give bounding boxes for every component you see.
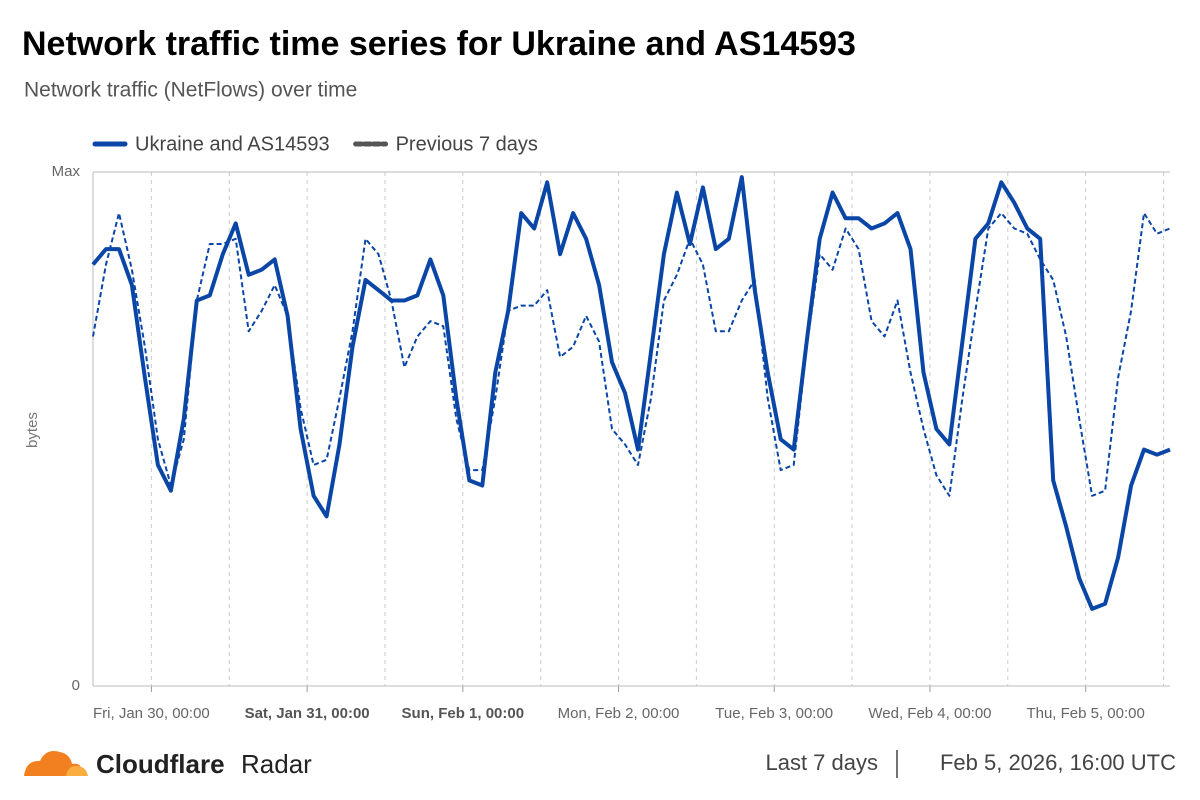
range: Last 7 days — [765, 750, 878, 775]
product: Radar — [241, 749, 312, 779]
cloudflare-logo — [24, 751, 88, 776]
x-tick-label: Wed, Feb 4, 00:00 — [868, 705, 991, 722]
x-tick-label: Sun, Feb 1, 00:00 — [402, 705, 525, 722]
x-tick-label: Mon, Feb 2, 00:00 — [558, 705, 680, 722]
series-line — [92, 212, 1171, 497]
legend-label: Previous 7 days — [396, 133, 538, 155]
x-tick-label: Sat, Jan 31, 00:00 — [245, 705, 370, 722]
legend-label: Ukraine and AS14593 — [135, 133, 330, 155]
y-tick-label: 0 — [72, 677, 80, 694]
x-tick-label: Thu, Feb 5, 00:00 — [1026, 705, 1144, 722]
series-line — [91, 175, 1171, 611]
y-tick-label: Max — [52, 163, 81, 180]
chart-subtitle: Network traffic (NetFlows) over time — [24, 79, 357, 102]
timestamp: Feb 5, 2026, 16:00 UTC — [940, 750, 1176, 775]
x-tick-label: Tue, Feb 3, 00:00 — [715, 705, 833, 722]
y-axis-label: bytes — [24, 412, 41, 448]
brand: Cloudflare — [96, 749, 225, 779]
x-tick-label: Fri, Jan 30, 00:00 — [93, 705, 210, 722]
chart-title: Network traffic time series for Ukraine … — [22, 25, 856, 63]
footer: Cloudflare Radar Last 7 days Feb 5, 2026… — [24, 749, 1176, 779]
